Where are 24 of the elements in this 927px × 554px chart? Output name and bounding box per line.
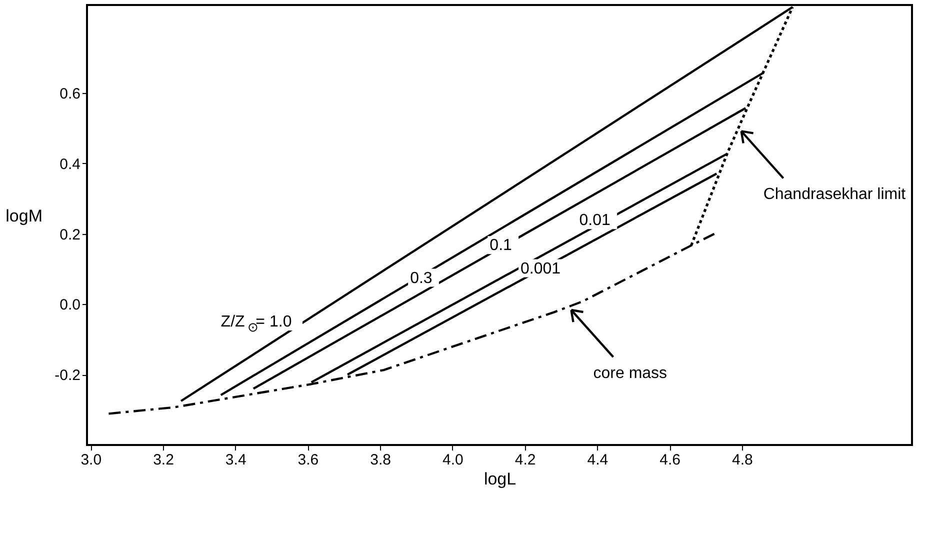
x-tick-label: 4.8	[732, 452, 753, 468]
x-tick-label: 3.8	[370, 452, 392, 468]
annotation: 0.01	[579, 212, 611, 230]
y-tick-label: 0.0	[60, 296, 80, 314]
y-tick-label: 0.2	[60, 226, 80, 244]
x-tick-label: 4.6	[660, 452, 680, 468]
x-tick-label: 4.4	[587, 452, 608, 468]
annotation: 0.001	[520, 260, 561, 278]
x-axis-title: logL	[484, 470, 516, 488]
annotation: 0.3	[410, 270, 432, 287]
annotation: Z/Z⊙= 1.0	[220, 313, 292, 334]
x-tick-label: 3.0	[80, 452, 102, 468]
y-tick-label: 0.4	[60, 156, 80, 173]
x-tick-label: 3.2	[153, 452, 174, 468]
x-tick-label: 4.0	[442, 452, 464, 468]
x-tick-label: 4.2	[514, 452, 536, 468]
annotation: Chandrasekhar limit	[763, 186, 906, 204]
y-axis-title: logM	[6, 206, 42, 226]
annotation: core mass	[593, 365, 668, 382]
annotation: 0.1	[490, 237, 512, 254]
x-tick-label: 3.6	[298, 452, 319, 468]
x-tick-label: 3.4	[225, 452, 246, 468]
y-tick-label: 0.6	[60, 86, 80, 102]
y-tick-label: -0.2	[54, 367, 80, 384]
